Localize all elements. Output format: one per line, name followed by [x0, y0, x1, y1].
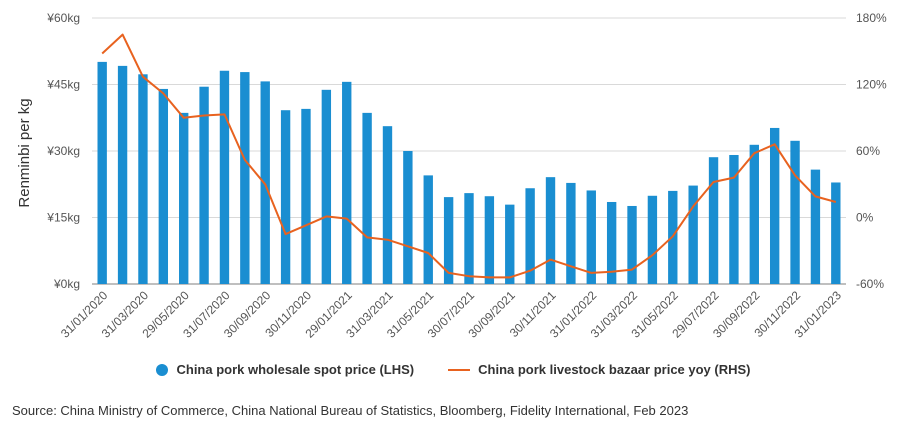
bar-series	[97, 61, 841, 285]
y2-tick-label: 180%	[856, 11, 887, 25]
bar	[301, 108, 311, 284]
legend-bar-label: China pork wholesale spot price (LHS)	[176, 362, 415, 377]
bar	[790, 140, 800, 284]
bar	[810, 169, 821, 284]
bar	[382, 126, 393, 284]
y-tick-label: ¥0kg	[53, 277, 80, 291]
bar	[525, 188, 535, 284]
bar	[688, 185, 698, 284]
chart: ¥0kg ¥15kg ¥30kg ¥45kg ¥60kg -60% 0% 60% 120% 18…	[16, 11, 887, 341]
bar	[749, 144, 759, 284]
legend-line-label: China pork livestock bazaar price yoy (R…	[478, 362, 751, 377]
y2-tick-label: 120%	[856, 78, 887, 92]
bar	[464, 193, 474, 284]
bar	[566, 182, 576, 284]
bar	[219, 70, 230, 284]
source-note: Source: China Ministry of Commerce, Chin…	[12, 403, 689, 418]
gridlines	[92, 17, 846, 285]
x-axis-ticks: 31/01/202031/03/202029/05/202031/07/2020…	[58, 288, 844, 341]
bar	[117, 65, 128, 284]
left-axis-ticks: ¥0kg ¥15kg ¥30kg ¥45kg ¥60kg	[46, 11, 80, 291]
bar	[443, 197, 454, 284]
bar	[831, 182, 841, 284]
line-series	[101, 33, 837, 279]
right-axis-ticks: -60% 0% 60% 120% 180%	[856, 11, 887, 291]
y2-tick-label: 60%	[856, 144, 880, 158]
bar	[138, 74, 148, 284]
bar	[199, 86, 209, 284]
bar	[423, 175, 433, 284]
bar	[627, 205, 637, 284]
y2-tick-label: 0%	[856, 211, 874, 225]
legend: China pork wholesale spot price (LHS) Ch…	[0, 362, 907, 377]
bar	[321, 89, 332, 284]
bar	[179, 112, 189, 284]
bar	[586, 190, 596, 284]
bar	[647, 195, 658, 284]
bar	[342, 81, 352, 284]
bar	[729, 154, 739, 284]
yoy-line	[101, 33, 837, 279]
bar	[362, 112, 372, 284]
bar	[97, 61, 107, 284]
y-tick-label: ¥15kg	[46, 211, 80, 225]
bar	[403, 151, 413, 284]
bar	[260, 81, 270, 284]
legend-line-swatch	[448, 368, 471, 371]
y-axis-title: Renminbi per kg	[16, 98, 33, 207]
bar	[505, 204, 515, 284]
bar	[769, 127, 780, 285]
y-tick-label: ¥60kg	[46, 11, 80, 25]
bar	[484, 196, 495, 284]
bar	[708, 157, 719, 284]
bar	[240, 72, 250, 284]
y-tick-label: ¥30kg	[46, 144, 80, 158]
y-tick-label: ¥45kg	[46, 78, 80, 92]
legend-bar-swatch	[156, 363, 169, 376]
bar	[545, 177, 556, 284]
bar	[606, 201, 617, 284]
legend-item-line: China pork livestock bazaar price yoy (R…	[448, 362, 751, 377]
y2-tick-label: -60%	[856, 277, 884, 291]
bar	[280, 110, 291, 284]
legend-item-bar: China pork wholesale spot price (LHS)	[156, 362, 414, 377]
bar	[158, 88, 169, 284]
